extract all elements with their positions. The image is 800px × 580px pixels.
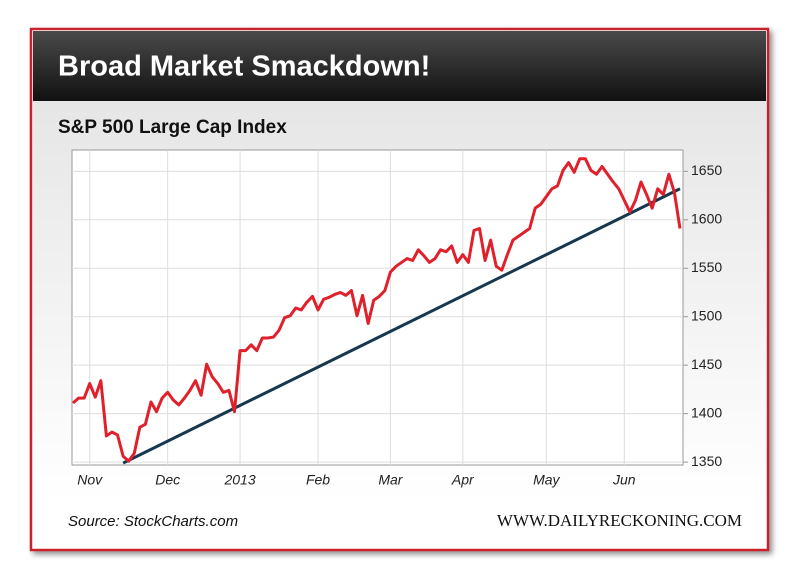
chart-title: Broad Market Smackdown!	[58, 51, 430, 83]
y-tick-label: 1450	[691, 356, 722, 372]
source: Source: StockCharts.com	[68, 513, 238, 530]
y-tick-label: 1600	[691, 210, 722, 226]
x-tick-label: Jun	[612, 472, 636, 488]
y-tick-label: 1500	[691, 307, 722, 323]
y-tick-label: 1350	[691, 453, 722, 469]
chart-subtitle: S&P 500 Large Cap Index	[58, 117, 287, 138]
x-tick-label: May	[533, 472, 560, 488]
y-tick-label: 1650	[691, 162, 722, 178]
credit: WWW.DAILYRECKONING.COM	[497, 511, 742, 530]
plot-area	[71, 149, 684, 466]
trend-line	[122, 187, 681, 465]
y-tick-label: 1400	[691, 404, 722, 420]
x-tick-label: Feb	[306, 472, 330, 488]
price-line	[72, 157, 682, 463]
x-tick-label: Dec	[155, 472, 180, 488]
y-tick-label: 1550	[691, 259, 722, 275]
x-tick-label: 2013	[223, 472, 255, 488]
x-tick-label: Mar	[378, 472, 403, 488]
x-tick-label: Apr	[451, 472, 475, 488]
title-bar	[33, 31, 766, 101]
x-tick-label: Nov	[77, 472, 103, 488]
